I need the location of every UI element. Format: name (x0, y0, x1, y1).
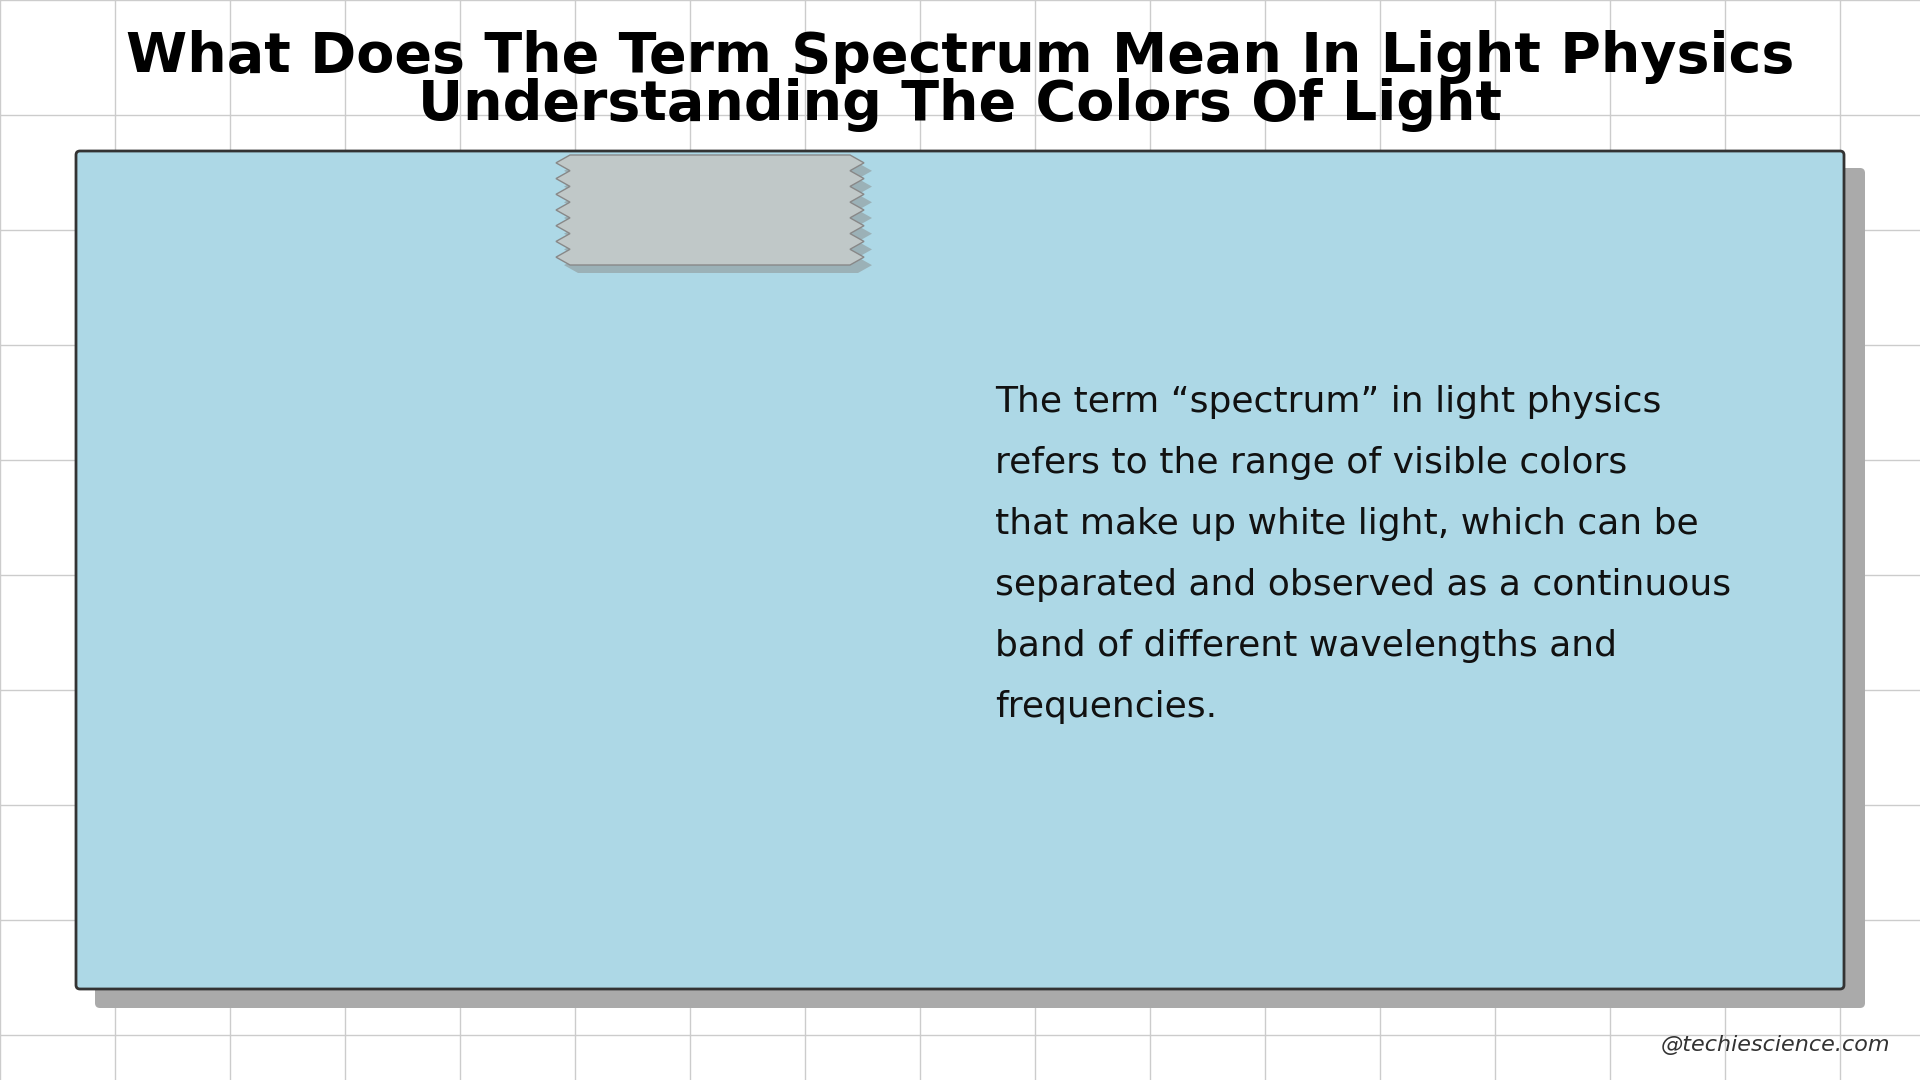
Text: The term “spectrum” in light physics
refers to the range of visible colors
that : The term “spectrum” in light physics ref… (995, 384, 1732, 724)
FancyBboxPatch shape (77, 151, 1843, 989)
Polygon shape (557, 156, 864, 265)
Text: What Does The Term Spectrum Mean In Light Physics: What Does The Term Spectrum Mean In Ligh… (127, 30, 1793, 84)
FancyBboxPatch shape (94, 168, 1864, 1008)
Polygon shape (564, 163, 872, 273)
Text: @techiescience.com: @techiescience.com (1661, 1035, 1889, 1055)
Text: Understanding The Colors Of Light: Understanding The Colors Of Light (419, 78, 1501, 132)
